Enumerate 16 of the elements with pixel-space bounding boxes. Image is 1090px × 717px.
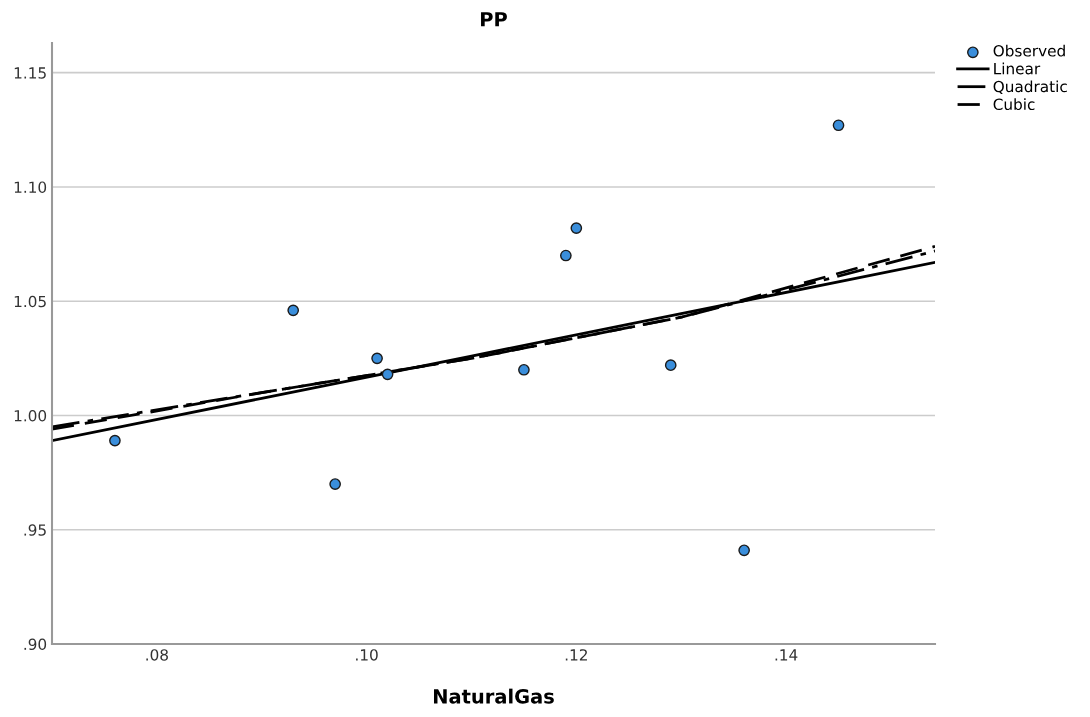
- x-tick-label: .10: [356, 649, 378, 661]
- legend-label: Observed: [993, 44, 1065, 57]
- y-tick-label: 1.05: [14, 295, 46, 308]
- legend-label: Cubic: [993, 98, 1035, 111]
- y-tick-label: .95: [24, 524, 46, 536]
- legend-label: Linear: [994, 62, 1041, 75]
- x-tick-label: .08: [146, 649, 168, 661]
- y-tick-label: 1.00: [14, 409, 47, 422]
- y-tick-label: 1.15: [14, 67, 46, 79]
- y-tick-label: 1.10: [14, 181, 47, 193]
- x-tick-label: .14: [775, 649, 798, 661]
- legend-label: Quadratic: [993, 80, 1067, 94]
- x-tick-label: .12: [565, 649, 587, 661]
- chart-title: PP: [481, 12, 507, 27]
- y-tick-label: .90: [24, 638, 47, 651]
- x-axis-title: NaturalGas: [434, 688, 554, 704]
